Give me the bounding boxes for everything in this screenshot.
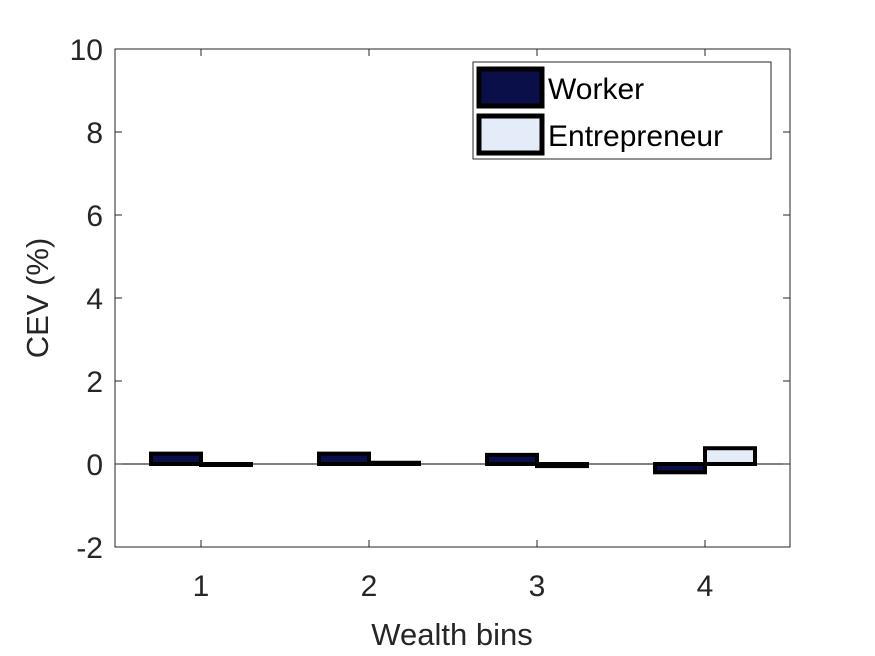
x-tick-label: 2 [361,570,378,603]
y-axis-title: CEV (%) [20,238,55,359]
y-tick-label: 6 [86,200,103,233]
bar-worker-4 [653,462,707,475]
bar-entrepreneur-2 [367,460,421,467]
y-tick-label: 10 [70,34,103,67]
bar-worker-1 [149,451,203,466]
y-tick-label: 2 [86,366,103,399]
legend-swatch-entrepreneur [476,113,545,156]
x-tick-label: 1 [193,570,210,603]
y-tick-label: 8 [86,117,103,150]
legend-swatch-worker [476,66,545,109]
bar-entrepreneur-4 [703,446,757,467]
bar-entrepreneur-1 [199,462,253,467]
y-tick-label: 0 [86,449,103,482]
bar-worker-3 [485,452,539,466]
y-tick-label: 4 [86,283,103,316]
legend: Worker Entrepreneur [472,61,772,160]
x-tick-label: 3 [529,570,546,603]
x-axis-title: Wealth bins [371,617,532,652]
bar-worker-2 [317,451,371,466]
bar-entrepreneur-3 [535,462,589,469]
y-tick-label: -2 [76,532,103,565]
legend-label-entrepreneur: Entrepreneur [548,120,723,153]
legend-label-worker: Worker [548,73,644,106]
x-tick-label: 4 [697,570,714,603]
